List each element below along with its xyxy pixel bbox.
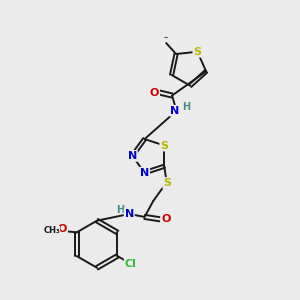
Text: N: N — [170, 106, 180, 116]
Text: O: O — [161, 214, 170, 224]
Text: S: S — [160, 140, 168, 151]
Text: N: N — [128, 151, 137, 161]
Text: O: O — [58, 224, 67, 235]
Text: S: S — [194, 47, 201, 57]
Text: N: N — [140, 168, 149, 178]
Text: H: H — [182, 102, 190, 112]
Text: CH₃: CH₃ — [43, 226, 60, 236]
Text: N: N — [124, 209, 134, 219]
Text: S: S — [163, 178, 171, 188]
Text: O: O — [150, 88, 159, 98]
Text: Cl: Cl — [125, 259, 136, 269]
Text: H: H — [116, 206, 124, 215]
Text: –: – — [164, 33, 168, 42]
